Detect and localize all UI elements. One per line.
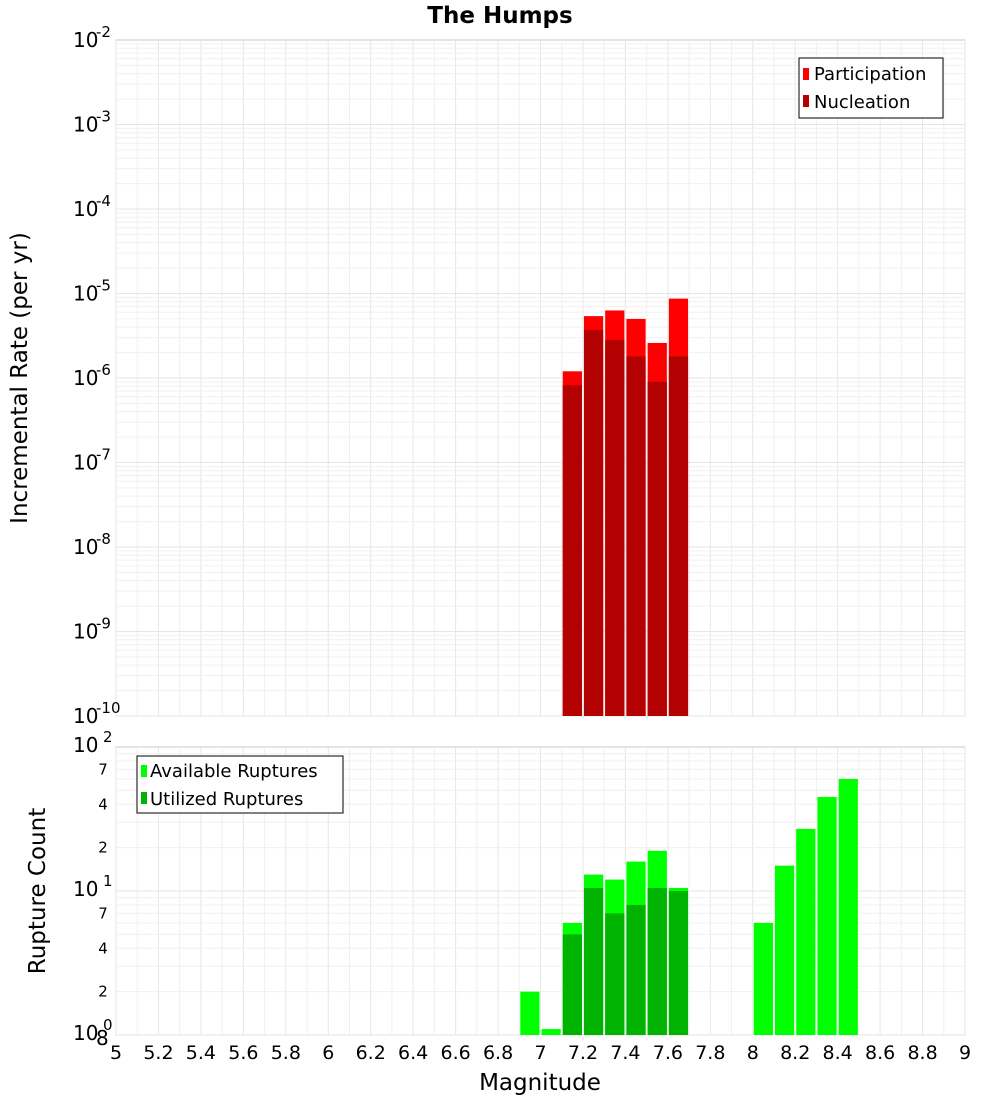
y-tick-exponent: -9 [96, 615, 111, 633]
y-minor-tick-label: 2 [98, 839, 108, 857]
bar-available-ruptures-6.95 [520, 991, 540, 1035]
y-tick-label: 10 [73, 877, 98, 901]
y-tick-exponent: 0 [103, 1016, 113, 1034]
y-minor-tick-label: 4 [98, 939, 108, 957]
y-tick-exponent: 2 [103, 728, 113, 746]
y-tick-label: 10 [73, 113, 98, 137]
legend-label-participation: Participation [814, 64, 926, 85]
x-tick-label: 7.8 [695, 1042, 725, 1064]
x-tick-label: 6.2 [356, 1042, 386, 1064]
chart-title: The Humps [427, 3, 572, 29]
bar-nucleation-7.35 [605, 340, 625, 716]
x-tick-label: 5.4 [186, 1042, 216, 1064]
x-tick-label: 7.6 [653, 1042, 683, 1064]
bar-nucleation-7.25 [583, 329, 604, 716]
y-tick-label: 10 [73, 282, 98, 306]
top-legend-box [798, 57, 944, 119]
y-tick-label: 10 [73, 620, 98, 644]
bar-available-ruptures-7.05 [541, 1029, 561, 1035]
legend-label-available: Available Ruptures [150, 761, 318, 782]
y-tick-label: 10 [73, 451, 98, 475]
x-tick-label: 6 [322, 1042, 334, 1064]
y-tick-label: 10 [73, 28, 98, 52]
y-tick-exponent: -5 [96, 277, 111, 295]
x-tick-label: 7.4 [610, 1042, 640, 1064]
legend-label-nucleation: Nucleation [814, 92, 910, 113]
x-tick-label: 5.6 [228, 1042, 258, 1064]
bottom-legend: Available Ruptures Utilized Ruptures [136, 755, 344, 814]
bar-available-ruptures-8.25 [796, 828, 816, 1035]
bar-available-ruptures-8.05 [753, 922, 773, 1035]
bar-utilized-ruptures-7.25 [583, 887, 604, 1035]
legend-swatch-nucleation [803, 95, 809, 107]
y-tick-exponent: -3 [96, 108, 111, 126]
y-minor-tick-label: 7 [98, 760, 108, 778]
bottom-bars [520, 778, 858, 1035]
top-y-axis-title: Incremental Rate (per yr) [7, 232, 33, 524]
y-tick-exponent: -10 [96, 699, 121, 717]
y-tick-label: 10 [73, 704, 98, 728]
y-tick-label: 10 [73, 733, 98, 757]
y-tick-exponent: -4 [96, 192, 111, 210]
legend-label-utilized: Utilized Ruptures [150, 789, 303, 810]
x-tick-label: 6.4 [398, 1042, 428, 1064]
y-tick-exponent: -6 [96, 361, 111, 379]
legend-swatch-participation [803, 68, 809, 80]
bar-available-ruptures-8.35 [817, 796, 837, 1035]
y-minor-tick-label: 2 [98, 983, 108, 1001]
x-tick-label: 8.6 [865, 1042, 895, 1064]
bar-nucleation-7.65 [668, 356, 689, 716]
y-tick-exponent: -7 [96, 446, 111, 464]
bottom-legend-box [136, 755, 344, 814]
y-tick-label: 10 [73, 366, 98, 390]
x-tick-label: 9 [959, 1042, 971, 1064]
x-tick-label: 8.4 [823, 1042, 853, 1064]
x-tick-label: 8.8 [907, 1042, 937, 1064]
bar-utilized-ruptures-7.55 [647, 887, 667, 1035]
bar-nucleation-7.15 [562, 385, 582, 716]
x-tick-label: 5.8 [271, 1042, 301, 1064]
bottom-y-axis-title: Rupture Count [25, 808, 51, 974]
y-tick-exponent: -8 [96, 530, 111, 548]
y-tick-exponent: -2 [96, 23, 111, 41]
top-legend: Participation Nucleation [798, 57, 944, 119]
bar-utilized-ruptures-7.15 [562, 934, 582, 1035]
x-tick-label: 6.8 [483, 1042, 513, 1064]
top-grid [115, 40, 966, 717]
y-tick-label: 10 [73, 197, 98, 221]
y-minor-tick-label: 4 [98, 795, 108, 813]
x-tick-label: 8.2 [780, 1042, 810, 1064]
x-tick-label: 5 [110, 1042, 122, 1064]
x-tick-label: 5.2 [143, 1042, 173, 1064]
bar-available-ruptures-8.15 [774, 865, 795, 1035]
bar-utilized-ruptures-7.45 [626, 904, 646, 1035]
x-axis-title: Magnitude [479, 1070, 601, 1096]
x-tick-label: 6.6 [440, 1042, 470, 1064]
bar-utilized-ruptures-7.65 [668, 891, 689, 1035]
y-tick-label: 10 [73, 1021, 98, 1045]
legend-swatch-available [141, 765, 147, 777]
y-tick-exponent: 1 [103, 872, 113, 890]
legend-swatch-utilized [141, 792, 147, 804]
y-tick-label: 10 [73, 535, 98, 559]
bar-nucleation-7.45 [626, 356, 646, 716]
bar-utilized-ruptures-7.35 [605, 913, 625, 1035]
x-tick-label: 8 [747, 1042, 759, 1064]
bar-available-ruptures-8.45 [838, 778, 858, 1035]
x-tick-label: 7 [534, 1042, 546, 1064]
y-tick-overlap: 8 [96, 1026, 109, 1050]
y-minor-tick-label: 7 [98, 904, 108, 922]
x-tick-labels: 5 5.2 5.4 5.6 5.8 6 6.2 6.4 6.6 6.8 7 7.2 7.4 7.6 7.8 8… [110, 1042, 971, 1064]
top-bars [562, 298, 689, 716]
x-tick-label: 7.2 [568, 1042, 598, 1064]
bar-nucleation-7.55 [647, 381, 667, 716]
